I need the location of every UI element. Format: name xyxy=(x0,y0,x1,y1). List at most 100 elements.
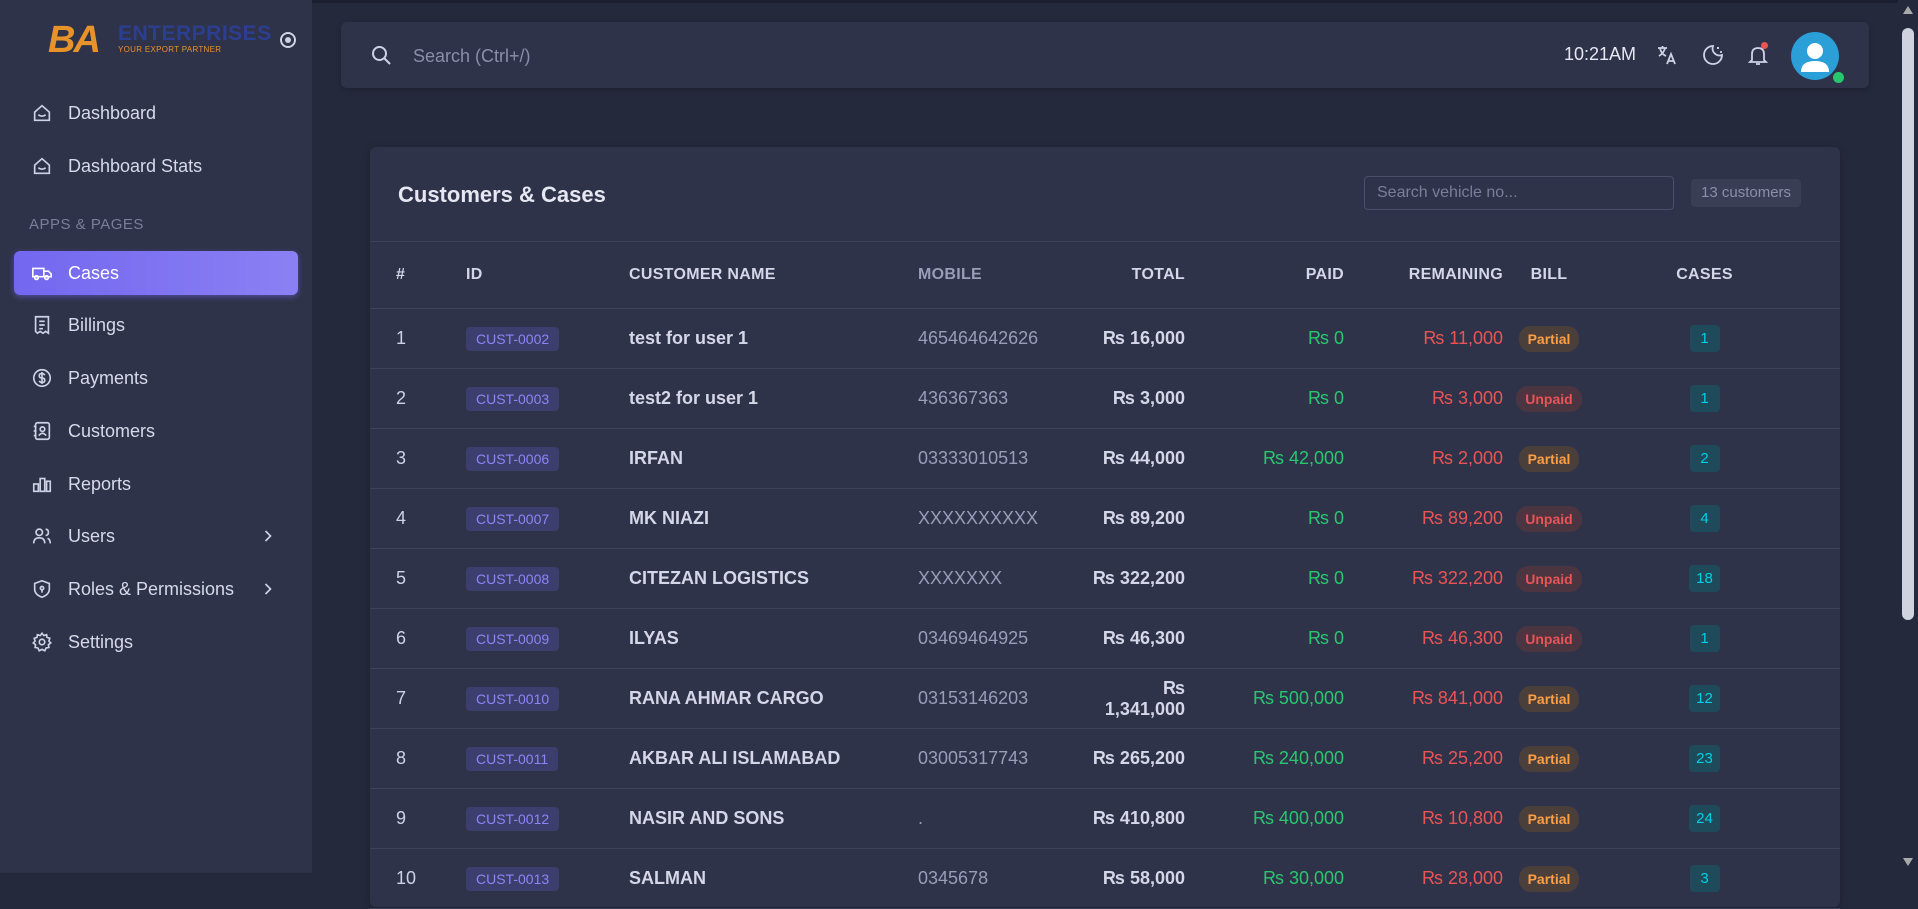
table-row[interactable]: 1 CUST-0002 test for user 1 465464642626 ₨ 1… xyxy=(370,308,1840,369)
customer-id-badge[interactable]: CUST-0007 xyxy=(466,506,560,531)
column-header-cases[interactable]: CASES xyxy=(1595,241,1840,309)
customer-mobile: 03333010513 xyxy=(918,428,1078,489)
column-header-customer-name[interactable]: CUSTOMER NAME xyxy=(629,241,918,309)
cases-count-badge[interactable]: 1 xyxy=(1689,325,1720,352)
search-icon[interactable] xyxy=(369,43,393,67)
column-header-bill[interactable]: BILL xyxy=(1503,241,1595,309)
scroll-down-arrow-icon[interactable] xyxy=(1903,858,1913,866)
paid-amount: ₨ 0 xyxy=(1185,368,1344,429)
customer-id-badge[interactable]: CUST-0011 xyxy=(466,746,559,771)
table-row[interactable]: 10 CUST-0013 SALMAN 0345678 ₨ 58,000 ₨ 30,000… xyxy=(370,848,1840,909)
table-row[interactable]: 9 CUST-0012 NASIR AND SONS. ₨ 410,800 ₨ 400,… xyxy=(370,788,1840,849)
customer-id-badge[interactable]: CUST-0010 xyxy=(466,686,560,711)
remaining-amount: ₨ 28,000 xyxy=(1344,848,1503,909)
customer-name: NASIR AND SONS xyxy=(629,788,918,849)
cases-count-badge[interactable]: 1 xyxy=(1689,385,1720,412)
remaining-amount: ₨ 46,300 xyxy=(1344,608,1503,669)
table-row[interactable]: 4 CUST-0007 MK NIAZI XXXXXXXXXX ₨ 89,200 ₨ 0 ₨… xyxy=(370,488,1840,549)
customer-id-badge[interactable]: CUST-0008 xyxy=(466,566,560,591)
row-number: 6 xyxy=(370,608,466,669)
paid-amount: ₨ 500,000 xyxy=(1185,668,1344,729)
cases-count-badge[interactable]: 1 xyxy=(1689,625,1720,652)
logo-tagline: YOUR EXPORT PARTNER xyxy=(118,45,222,54)
cases-count-badge[interactable]: 2 xyxy=(1689,445,1720,472)
table-row[interactable]: 3 CUST-0006 IRFAN 03333010513 ₨ 44,000 ₨ 42,0… xyxy=(370,428,1840,489)
column-header-total[interactable]: TOTAL xyxy=(1078,241,1185,309)
paid-amount: ₨ 42,000 xyxy=(1185,428,1344,489)
sidebar-item-reports[interactable]: Reports xyxy=(14,462,298,506)
customer-name: MK NIAZI xyxy=(629,488,918,549)
cases-count-badge[interactable]: 12 xyxy=(1689,685,1720,712)
customer-name: RANA AHMAR CARGO xyxy=(629,668,918,729)
cases-count-badge[interactable]: 3 xyxy=(1689,865,1720,892)
table-row[interactable]: 2 CUST-0003 test2 for user 1 436367363 ₨ 3,0… xyxy=(370,368,1840,429)
brand-logo[interactable]: BA ENTERPRISES YOUR EXPORT PARTNER xyxy=(48,20,271,64)
logo-name: ENTERPRISES xyxy=(118,22,272,45)
sidebar-item-cases[interactable]: Cases xyxy=(14,251,298,295)
customer-mobile: 03005317743 xyxy=(918,728,1078,789)
customer-id-badge[interactable]: CUST-0012 xyxy=(466,806,560,831)
dark-mode-moon-icon[interactable] xyxy=(1701,43,1725,67)
sidebar-item-dashboard[interactable]: Dashboard xyxy=(14,91,298,135)
translate-icon[interactable] xyxy=(1655,43,1679,67)
table-row[interactable]: 6 CUST-0009 ILYAS 03469464925 ₨ 46,300 ₨ 0 ₨ 4… xyxy=(370,608,1840,669)
total-amount: ₨ 16,000 xyxy=(1078,308,1185,369)
cases-count-badge[interactable]: 4 xyxy=(1689,505,1720,532)
total-amount: ₨ 58,000 xyxy=(1078,848,1185,909)
sidebar-item-label: Reports xyxy=(68,473,132,494)
cases-count-badge[interactable]: 18 xyxy=(1689,565,1720,592)
sidebar-item-users[interactable]: Users xyxy=(14,514,298,558)
sidebar-item-label: Payments xyxy=(68,367,149,388)
remaining-amount: ₨ 25,200 xyxy=(1344,728,1503,789)
sidebar-item-label: Roles & Permissions xyxy=(68,578,235,599)
row-number: 2 xyxy=(370,368,466,429)
sidebar-item-roles-permissions[interactable]: Roles & Permissions xyxy=(14,567,298,611)
page-scrollbar[interactable] xyxy=(1898,0,1918,873)
customer-count-badge: 13 customers xyxy=(1691,179,1802,207)
sidebar-item-customers[interactable]: Customers xyxy=(14,409,298,453)
table-row[interactable]: 7 CUST-0010 RANA AHMAR CARGO 03153146203 ₨ 1… xyxy=(370,668,1840,729)
sidebar-item-payments[interactable]: Payments xyxy=(14,356,298,400)
top-navbar: 10:21AM xyxy=(341,22,1869,88)
customer-id-badge[interactable]: CUST-0002 xyxy=(466,326,560,351)
cases-count-badge[interactable]: 23 xyxy=(1689,745,1720,772)
row-number: 8 xyxy=(370,728,466,789)
sidebar-collapse-toggle-icon[interactable] xyxy=(280,32,296,48)
cases-count-badge[interactable]: 24 xyxy=(1689,805,1720,832)
remaining-amount: ₨ 11,000 xyxy=(1344,308,1503,369)
vehicle-search-input[interactable] xyxy=(1364,176,1674,210)
table-row[interactable]: 5 CUST-0008 CITEZAN LOGISTICS XXXXXXX ₨ 322,… xyxy=(370,548,1840,609)
address-book-icon xyxy=(30,419,54,443)
sidebar-item-dashboard-stats[interactable]: Dashboard Stats xyxy=(14,144,298,188)
customer-id-badge[interactable]: CUST-0003 xyxy=(466,386,560,411)
currency-dollar-icon xyxy=(30,366,54,390)
customer-id-badge[interactable]: CUST-0009 xyxy=(466,626,560,651)
scroll-up-arrow-icon[interactable] xyxy=(1903,6,1913,14)
sidebar-item-billings[interactable]: Billings xyxy=(14,303,298,347)
paid-amount: ₨ 30,000 xyxy=(1185,848,1344,909)
receipt-icon xyxy=(30,313,54,337)
bill-status-badge: Partial xyxy=(1518,685,1580,712)
global-search-input[interactable] xyxy=(411,40,1015,72)
table-row[interactable]: 8 CUST-0011 AKBAR ALI ISLAMABAD 03005317743… xyxy=(370,728,1840,789)
notification-bell-icon[interactable] xyxy=(1746,43,1770,67)
customer-id-badge[interactable]: CUST-0013 xyxy=(466,866,560,891)
row-number: 9 xyxy=(370,788,466,849)
window-top-strip xyxy=(0,0,1918,3)
column-header-mobile[interactable]: MOBILE xyxy=(918,241,1078,309)
sidebar-item-settings[interactable]: Settings xyxy=(14,620,298,664)
column-header-number[interactable]: # xyxy=(370,241,466,309)
column-header-paid[interactable]: PAID xyxy=(1185,241,1344,309)
scrollbar-thumb[interactable] xyxy=(1902,28,1914,620)
remaining-amount: ₨ 2,000 xyxy=(1344,428,1503,489)
column-header-id[interactable]: ID xyxy=(466,241,629,309)
total-amount: ₨ 89,200 xyxy=(1078,488,1185,549)
paid-amount: ₨ 0 xyxy=(1185,308,1344,369)
customer-mobile: 465464642626 xyxy=(918,308,1078,369)
column-header-remaining[interactable]: REMAINING xyxy=(1344,241,1503,309)
bill-status-badge: Unpaid xyxy=(1516,565,1582,592)
avatar[interactable] xyxy=(1791,32,1839,80)
bill-status-badge: Unpaid xyxy=(1516,625,1582,652)
customer-id-badge[interactable]: CUST-0006 xyxy=(466,446,560,471)
bill-status-badge: Partial xyxy=(1518,445,1580,472)
